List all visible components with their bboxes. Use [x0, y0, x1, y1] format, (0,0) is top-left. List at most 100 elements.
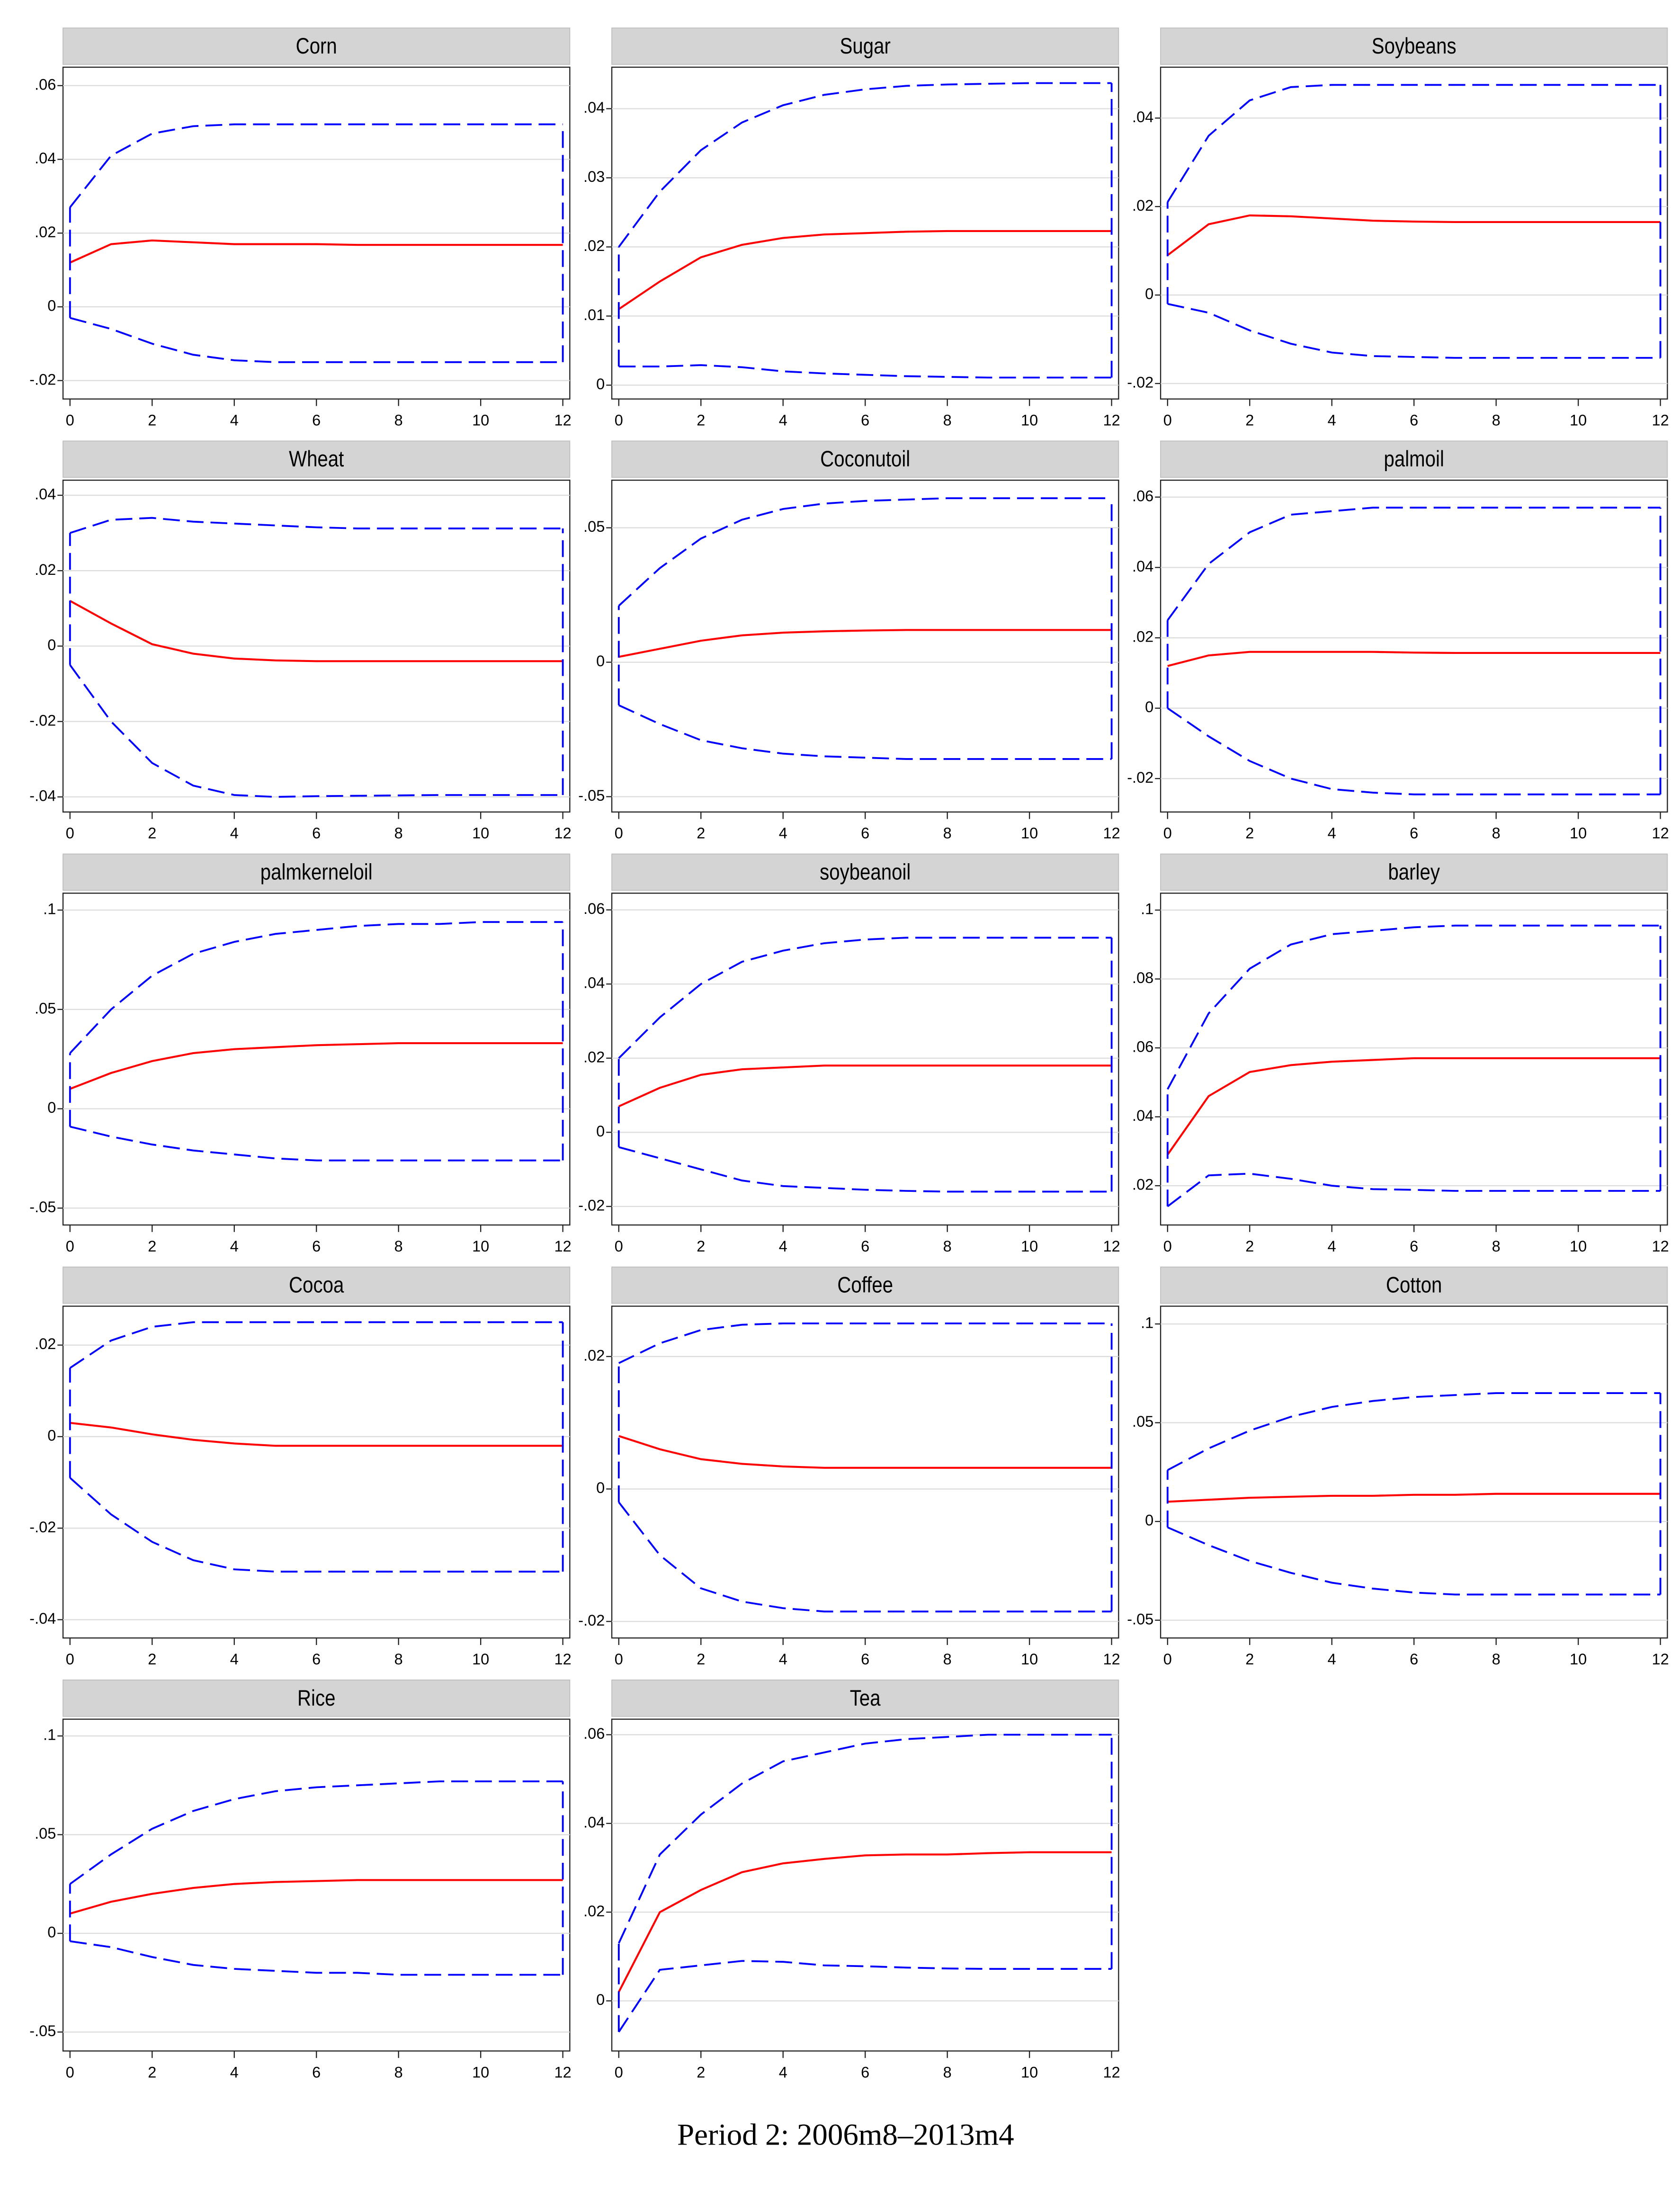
plot-area: [1160, 1305, 1668, 1639]
plot-area: [611, 1718, 1119, 2052]
plot-area: [62, 893, 571, 1226]
x-tick-label: 8: [943, 825, 952, 842]
x-tick-label: 0: [615, 1651, 623, 1668]
series-line: [69, 600, 563, 662]
series-line: [618, 704, 1112, 760]
series-line: [1167, 303, 1661, 359]
y-tick-label: .04: [1132, 108, 1153, 125]
x-tick-label: 12: [1103, 825, 1120, 842]
x-tick-label: 12: [554, 1238, 572, 1255]
plot-area: [611, 1305, 1119, 1639]
y-tick-label: .04: [35, 150, 56, 167]
y-tick-label: .04: [583, 974, 605, 992]
panel-title: Cocoa: [289, 1273, 344, 1298]
y-tick-label: .1: [43, 901, 56, 918]
y-tick-label: .02: [583, 1048, 605, 1065]
series-line: [618, 937, 1112, 1059]
y-tick-label: .05: [35, 1825, 56, 1842]
x-tick-label: 6: [312, 825, 321, 842]
x-tick-label: 12: [554, 825, 572, 842]
x-tick-label: 2: [148, 825, 156, 842]
y-tick-label: -.04: [29, 1610, 56, 1627]
x-tick-label: 10: [1570, 825, 1587, 842]
series-line: [618, 364, 1112, 379]
plot-area: [1160, 66, 1668, 400]
series-line: [69, 664, 563, 798]
series-line: [1167, 1493, 1661, 1503]
series-line: [617, 1851, 1112, 1993]
series-line: [618, 82, 1112, 248]
x-tick-label: 12: [1652, 412, 1669, 429]
x-tick-label: 8: [394, 412, 403, 429]
panel-title: palmkerneloil: [260, 859, 373, 885]
y-tick-label: .02: [1132, 1176, 1153, 1193]
x-tick-label: 12: [1103, 2064, 1120, 2081]
y-tick-label: -.02: [578, 1612, 605, 1629]
x-tick-label: 4: [230, 412, 239, 429]
y-tick-label: .02: [583, 237, 605, 254]
x-tick-label: 8: [394, 2064, 403, 2081]
y-tick-label: .02: [35, 1335, 56, 1352]
x-tick-label: 10: [472, 825, 489, 842]
panel-header: [611, 1266, 1119, 1304]
x-tick-label: 8: [943, 412, 952, 429]
y-tick-label: .05: [583, 518, 605, 535]
x-tick-label: 10: [1570, 412, 1587, 429]
x-tick-label: 2: [1245, 412, 1254, 429]
x-tick-label: 4: [1328, 1238, 1336, 1255]
x-tick-label: 2: [1245, 825, 1254, 842]
plot-area: [62, 1718, 571, 2052]
series-line: [1167, 651, 1661, 667]
panel-title: Tea: [850, 1686, 881, 1711]
y-tick-label: -.02: [1127, 374, 1153, 391]
y-tick-label: 0: [47, 1924, 56, 1941]
series-line: [69, 1477, 563, 1573]
y-tick-label: -.02: [578, 1197, 605, 1214]
x-tick-label: 4: [1328, 825, 1336, 842]
x-tick-label: 6: [312, 412, 321, 429]
plot-area: [611, 893, 1119, 1226]
x-tick-label: 10: [1021, 1651, 1038, 1668]
x-tick-label: 12: [1103, 1651, 1120, 1668]
y-tick-label: .04: [1132, 558, 1153, 575]
panel-title: Coconutoil: [820, 447, 910, 472]
x-tick-label: 6: [312, 1238, 321, 1255]
plot-area: [611, 479, 1119, 813]
panel-header: [63, 440, 571, 478]
y-tick-label: 0: [596, 1991, 605, 2008]
y-tick-label: 0: [47, 297, 56, 314]
x-tick-label: 4: [779, 825, 787, 842]
caption: Period 2: 2006m8–2013m4: [677, 2118, 1014, 2152]
y-tick-label: 0: [596, 653, 605, 670]
x-tick-label: 0: [1163, 825, 1172, 842]
x-tick-label: 12: [1652, 1651, 1669, 1668]
x-tick-label: 0: [615, 825, 623, 842]
panel-title: Rice: [297, 1686, 335, 1711]
x-tick-label: 6: [861, 825, 869, 842]
series-line: [70, 1879, 563, 1915]
x-tick-label: 2: [697, 1238, 705, 1255]
series-line: [1167, 214, 1661, 256]
series-line: [618, 1734, 1112, 1944]
x-tick-label: 2: [148, 412, 156, 429]
x-tick-label: 10: [1021, 412, 1038, 429]
y-tick-label: .06: [583, 1725, 605, 1742]
series-line: [1167, 1057, 1661, 1155]
panel-header: [63, 853, 571, 891]
y-tick-label: .1: [1141, 901, 1153, 918]
x-tick-label: 2: [697, 825, 705, 842]
x-tick-label: 10: [472, 2064, 489, 2081]
series-line: [1167, 924, 1661, 1090]
series-line: [618, 230, 1112, 310]
y-tick-label: .03: [583, 168, 605, 185]
series-line: [618, 1502, 1112, 1613]
x-tick-label: 0: [615, 412, 623, 429]
x-tick-label: 6: [312, 1651, 321, 1668]
x-tick-label: 4: [1328, 1651, 1336, 1668]
y-tick-label: .06: [35, 76, 56, 93]
x-tick-label: 4: [230, 1238, 239, 1255]
series-line: [618, 497, 1112, 607]
panel-title: Sugar: [840, 34, 891, 59]
series-line: [69, 123, 563, 208]
